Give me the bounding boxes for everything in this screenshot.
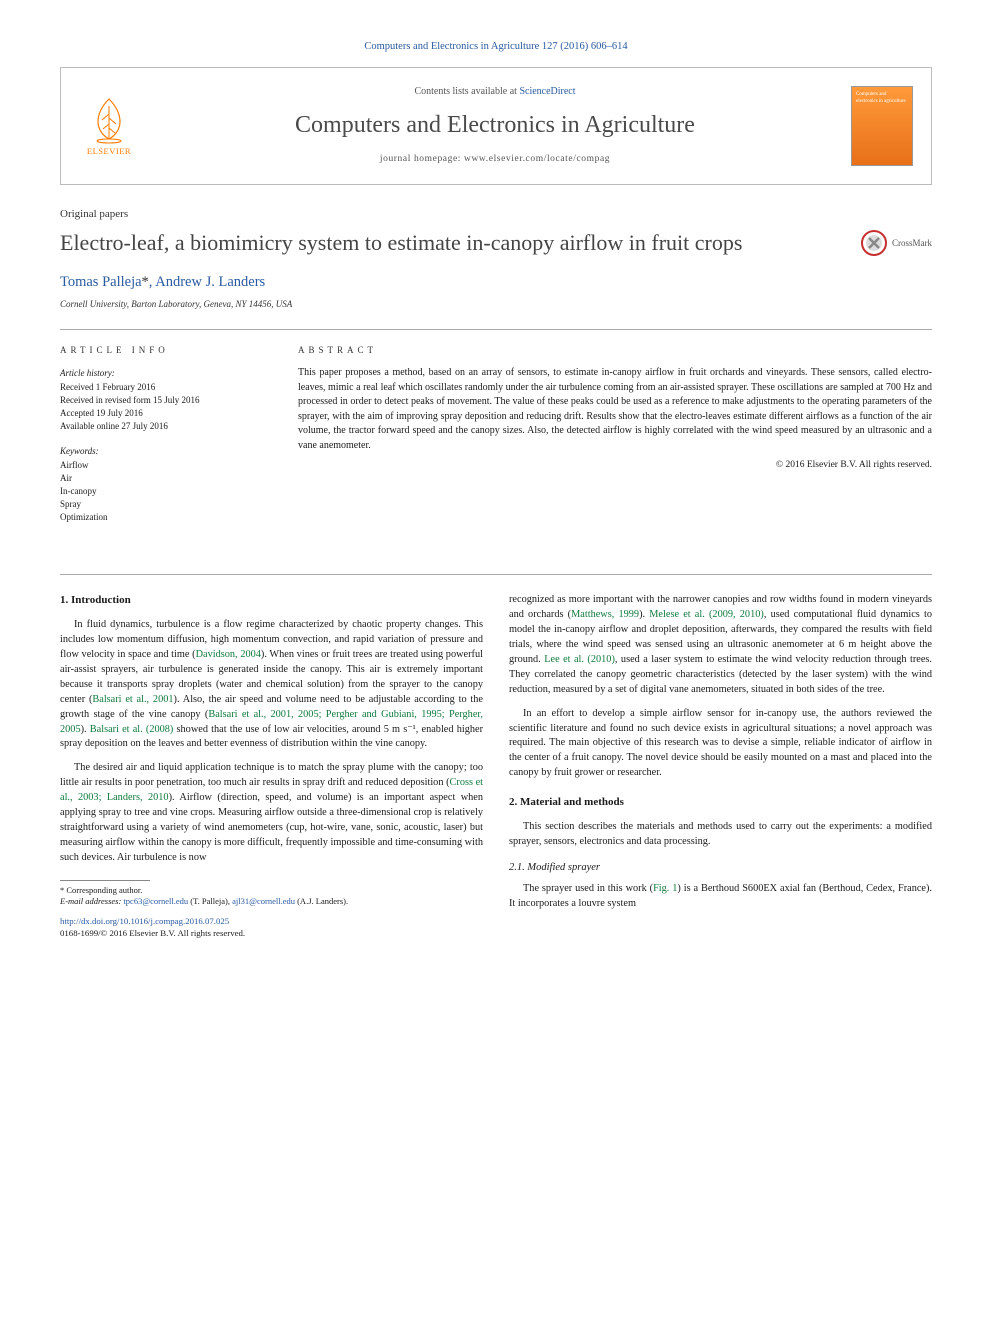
elsevier-logo: ELSEVIER [79, 93, 139, 159]
paper-type: Original papers [60, 207, 932, 222]
doi-block: http://dx.doi.org/10.1016/j.compag.2016.… [60, 916, 483, 940]
abstract-copyright: © 2016 Elsevier B.V. All rights reserved… [298, 459, 932, 472]
email-label: E-mail addresses: [60, 896, 121, 906]
elsevier-label: ELSEVIER [87, 146, 131, 158]
section-2-1-heading: 2.1. Modified sprayer [509, 860, 932, 875]
title-row: Electro-leaf, a biomimicry system to est… [60, 229, 932, 258]
author-1-link[interactable]: Tomas Palleja [60, 274, 142, 290]
history-accepted: Accepted 19 July 2016 [60, 407, 260, 420]
keywords-block: Keywords: Airflow Air In-canopy Spray Op… [60, 445, 260, 524]
email-1-link[interactable]: tpc63@cornell.edu [123, 896, 188, 906]
homepage-url: www.elsevier.com/locate/compag [464, 154, 610, 164]
para-3: recognized as more important with the na… [509, 593, 932, 697]
journal-cover-thumbnail: Computers and electronics in agriculture [851, 86, 913, 166]
author-2-link[interactable]: , Andrew J. Landers [149, 274, 265, 290]
authors-line: Tomas Palleja*, Andrew J. Landers [60, 272, 932, 292]
p2a: The desired air and liquid application t… [60, 762, 483, 788]
article-info-col: ARTICLE INFO Article history: Received 1… [60, 330, 278, 551]
para-1: In fluid dynamics, turbulence is a flow … [60, 618, 483, 752]
history-label: Article history: [60, 367, 260, 380]
doi-link[interactable]: http://dx.doi.org/10.1016/j.compag.2016.… [60, 916, 229, 926]
article-history-block: Article history: Received 1 February 201… [60, 367, 260, 433]
p1d: ). [81, 724, 90, 735]
para-2: The desired air and liquid application t… [60, 761, 483, 865]
ref-lee-2010[interactable]: Lee et al. (2010) [544, 654, 615, 665]
ref-melese[interactable]: Melese et al. (2009, 2010) [649, 609, 764, 620]
cover-text: Computers and electronics in agriculture [856, 91, 908, 105]
journal-name: Computers and Electronics in Agriculture [155, 109, 835, 143]
issn-line: 0168-1699/© 2016 Elsevier B.V. All right… [60, 928, 483, 940]
header-citation: Computers and Electronics in Agriculture… [60, 40, 932, 55]
email-line: E-mail addresses: tpc63@cornell.edu (T. … [60, 896, 483, 907]
history-revised: Received in revised form 15 July 2016 [60, 394, 260, 407]
ref-matthews-1999[interactable]: Matthews, 1999 [571, 609, 639, 620]
abstract-text: This paper proposes a method, based on a… [298, 366, 932, 453]
email-2-link[interactable]: ajl31@cornell.edu [232, 896, 295, 906]
para-4: In an effort to develop a simple airflow… [509, 707, 932, 782]
keywords-label: Keywords: [60, 445, 260, 458]
keyword-4: Spray [60, 498, 260, 511]
keyword-3: In-canopy [60, 485, 260, 498]
crossmark-badge[interactable]: CrossMark [860, 229, 932, 257]
ref-balsari-2008[interactable]: Balsari et al. (2008) [90, 724, 174, 735]
sciencedirect-link[interactable]: ScienceDirect [519, 86, 575, 97]
crossmark-icon [860, 229, 888, 257]
body-columns: 1. Introduction In fluid dynamics, turbu… [60, 574, 932, 939]
right-column: recognized as more important with the na… [509, 593, 932, 939]
para-5: This section describes the materials and… [509, 820, 932, 850]
section-1-heading: 1. Introduction [60, 593, 483, 609]
footnote-separator [60, 880, 150, 881]
ref-davidson-2004[interactable]: Davidson, 2004 [196, 649, 261, 660]
email-1-who: (T. Palleja), [188, 896, 232, 906]
journal-mast-box: ELSEVIER Contents lists available at Sci… [60, 67, 932, 185]
article-info-heading: ARTICLE INFO [60, 344, 260, 357]
history-online: Available online 27 July 2016 [60, 420, 260, 433]
footnote-block: * Corresponding author. E-mail addresses… [60, 885, 483, 908]
mast-center: Contents lists available at ScienceDirec… [155, 85, 835, 166]
keyword-5: Optimization [60, 511, 260, 524]
corresponding-author: * Corresponding author. [60, 885, 483, 896]
ref-fig-1[interactable]: Fig. 1 [653, 883, 677, 894]
ref-balsari-2001[interactable]: Balsari et al., 2001 [92, 694, 173, 705]
contents-available-line: Contents lists available at ScienceDirec… [155, 85, 835, 99]
paper-title: Electro-leaf, a biomimicry system to est… [60, 229, 860, 258]
keyword-2: Air [60, 472, 260, 485]
left-column: 1. Introduction In fluid dynamics, turbu… [60, 593, 483, 939]
history-received: Received 1 February 2016 [60, 381, 260, 394]
journal-homepage-line: journal homepage: www.elsevier.com/locat… [155, 153, 835, 166]
email-2-who: (A.J. Landers). [295, 896, 348, 906]
homepage-label: journal homepage: [380, 154, 461, 164]
para-6: The sprayer used in this work (Fig. 1) i… [509, 882, 932, 912]
affiliation: Cornell University, Barton Laboratory, G… [60, 298, 932, 311]
corr-mark: * [142, 274, 149, 290]
elsevier-tree-icon [84, 94, 134, 144]
abstract-col: ABSTRACT This paper proposes a method, b… [278, 330, 932, 551]
p3b: ). [639, 609, 649, 620]
abstract-heading: ABSTRACT [298, 344, 932, 357]
p6a: The sprayer used in this work ( [523, 883, 653, 894]
info-abstract-row: ARTICLE INFO Article history: Received 1… [60, 329, 932, 551]
crossmark-label: CrossMark [892, 237, 932, 250]
section-2-heading: 2. Material and methods [509, 795, 932, 811]
keyword-1: Airflow [60, 459, 260, 472]
contents-available-text: Contents lists available at [414, 86, 516, 97]
